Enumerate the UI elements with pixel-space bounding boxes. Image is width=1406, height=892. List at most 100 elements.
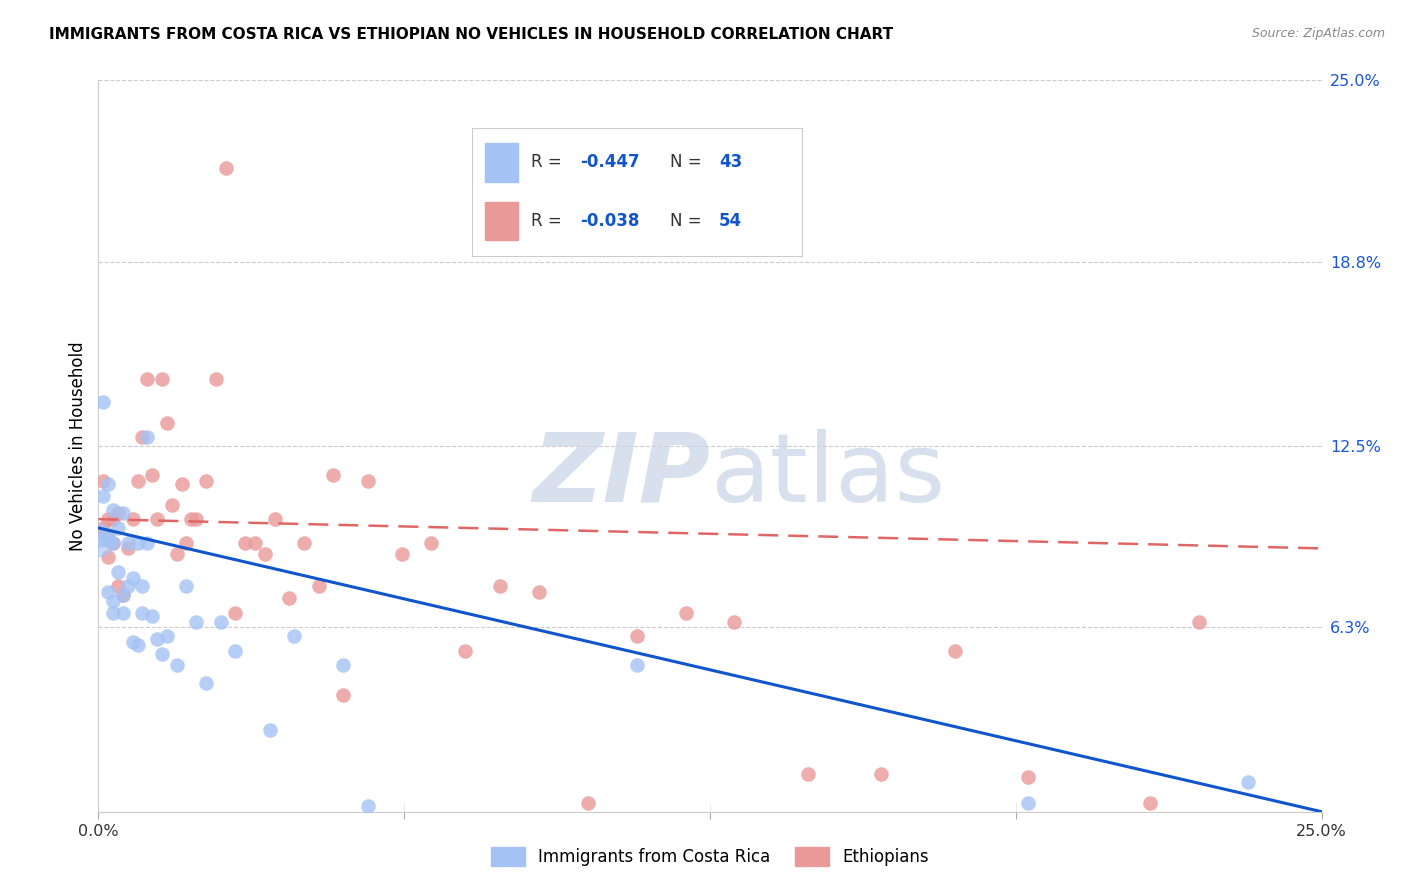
- Point: [101, 512, 124, 526]
- Point: [121, 571, 143, 585]
- Point: [675, 606, 697, 620]
- Point: [97, 530, 120, 544]
- Point: [576, 796, 599, 810]
- Point: [87, 533, 110, 547]
- Point: [141, 608, 163, 623]
- Point: [131, 606, 153, 620]
- Point: [214, 161, 236, 175]
- Point: [107, 565, 129, 579]
- Point: [488, 579, 510, 593]
- Point: [101, 594, 124, 608]
- Point: [1188, 615, 1211, 629]
- Point: [136, 372, 159, 386]
- Point: [127, 474, 149, 488]
- Point: [127, 535, 149, 549]
- Point: [263, 512, 285, 526]
- Point: [166, 658, 188, 673]
- Point: [166, 547, 188, 561]
- Text: IMMIGRANTS FROM COSTA RICA VS ETHIOPIAN NO VEHICLES IN HOUSEHOLD CORRELATION CHA: IMMIGRANTS FROM COSTA RICA VS ETHIOPIAN …: [49, 27, 893, 42]
- Point: [1139, 796, 1161, 810]
- Point: [146, 512, 169, 526]
- Point: [1237, 775, 1260, 789]
- Point: [943, 644, 966, 658]
- Point: [150, 647, 173, 661]
- Y-axis label: No Vehicles in Household: No Vehicles in Household: [69, 341, 87, 551]
- Point: [117, 541, 139, 556]
- Point: [332, 658, 354, 673]
- Point: [205, 372, 228, 386]
- Point: [322, 468, 344, 483]
- Point: [870, 766, 893, 780]
- Point: [420, 535, 443, 549]
- Point: [156, 629, 179, 643]
- Point: [101, 535, 124, 549]
- Point: [141, 468, 163, 483]
- Point: [1017, 770, 1039, 784]
- Point: [176, 579, 198, 593]
- Point: [1017, 796, 1039, 810]
- Point: [111, 606, 134, 620]
- Point: [186, 512, 208, 526]
- Point: [253, 547, 276, 561]
- Point: [91, 474, 114, 488]
- Point: [111, 588, 134, 602]
- Point: [97, 533, 120, 547]
- Point: [176, 535, 198, 549]
- Point: [243, 535, 266, 549]
- Point: [117, 535, 139, 549]
- Point: [278, 591, 301, 606]
- Point: [209, 615, 232, 629]
- Point: [626, 658, 648, 673]
- Point: [97, 477, 120, 491]
- Point: [101, 606, 124, 620]
- Point: [111, 506, 134, 520]
- Point: [121, 512, 143, 526]
- Legend: Immigrants from Costa Rica, Ethiopians: Immigrants from Costa Rica, Ethiopians: [485, 840, 935, 873]
- Point: [131, 579, 153, 593]
- Point: [224, 606, 246, 620]
- Point: [97, 512, 120, 526]
- Text: atlas: atlas: [710, 429, 945, 522]
- Point: [332, 688, 354, 702]
- Point: [107, 521, 129, 535]
- Point: [527, 585, 550, 599]
- Point: [107, 506, 129, 520]
- Point: [233, 535, 256, 549]
- Point: [723, 615, 745, 629]
- Point: [356, 474, 378, 488]
- Point: [186, 615, 208, 629]
- Point: [797, 766, 820, 780]
- Text: ZIP: ZIP: [531, 429, 710, 522]
- Text: Source: ZipAtlas.com: Source: ZipAtlas.com: [1251, 27, 1385, 40]
- Point: [111, 588, 134, 602]
- Point: [131, 430, 153, 444]
- Point: [170, 477, 193, 491]
- Point: [283, 629, 305, 643]
- Point: [91, 521, 114, 535]
- Point: [91, 489, 114, 503]
- Point: [150, 372, 173, 386]
- Point: [292, 535, 315, 549]
- Point: [195, 676, 218, 690]
- Point: [94, 526, 117, 541]
- Point: [117, 579, 139, 593]
- Point: [101, 503, 124, 517]
- Point: [224, 644, 246, 658]
- Point: [391, 547, 413, 561]
- Point: [454, 644, 477, 658]
- Point: [136, 430, 159, 444]
- Point: [156, 416, 179, 430]
- Point: [195, 474, 218, 488]
- Point: [136, 535, 159, 549]
- Point: [127, 638, 149, 652]
- Point: [308, 579, 330, 593]
- Point: [90, 533, 112, 547]
- Point: [97, 585, 120, 599]
- Point: [259, 723, 281, 737]
- Point: [97, 550, 120, 565]
- Point: [121, 635, 143, 649]
- Point: [356, 798, 378, 813]
- Point: [160, 498, 183, 512]
- Point: [180, 512, 202, 526]
- Point: [107, 579, 129, 593]
